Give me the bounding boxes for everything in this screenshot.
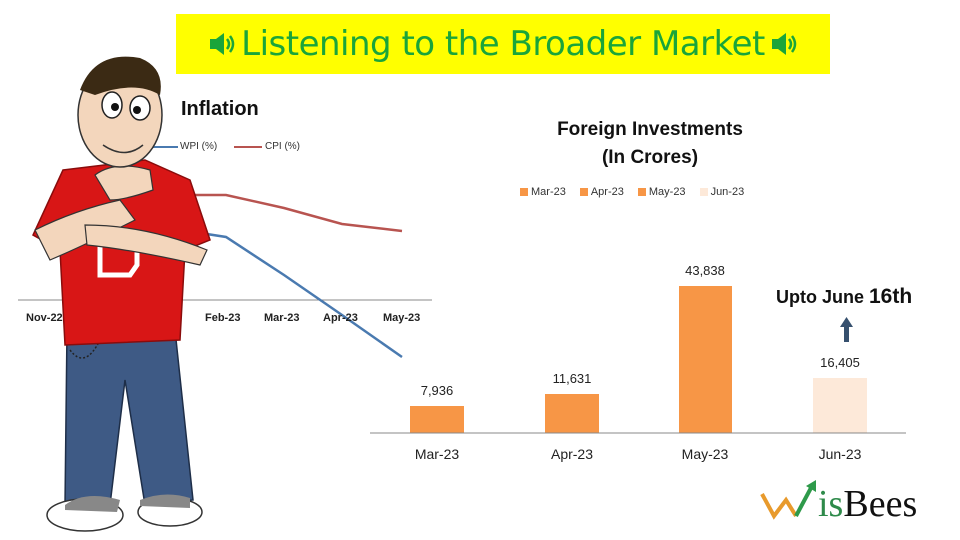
bar-may-23	[679, 286, 732, 433]
fi-chart-title: Foreign Investments (In Crores)	[520, 116, 780, 172]
category-label: Apr-23	[550, 446, 594, 462]
wisbees-logo: isBees	[760, 480, 917, 526]
fi-legend: Mar-23 Apr-23 May-23 Jun-23	[520, 186, 744, 198]
inflation-chart-title: Inflation	[181, 98, 259, 120]
category-label: Mar-23	[414, 446, 460, 462]
bar-value-label: 7,936	[420, 383, 454, 398]
fi-title-line1: Foreign Investments	[557, 119, 743, 140]
title-banner: Listening to the Broader Market	[176, 14, 830, 74]
logo-chart-arrow-icon	[760, 480, 816, 520]
legend-item: Mar-23	[520, 186, 566, 198]
category-label: Jun-23	[818, 446, 862, 462]
bar-value-label: 43,838	[685, 263, 725, 278]
annotation-upto-june: Upto June 16th	[776, 285, 913, 308]
bar-mar-23	[410, 406, 464, 433]
legend-cpi: CPI (%)	[265, 141, 300, 152]
x-label: May-23	[383, 312, 421, 324]
x-label: Mar-23	[264, 312, 300, 324]
speaker-icon	[210, 33, 235, 55]
x-label: Nov-22	[26, 312, 63, 324]
legend-item: Apr-23	[579, 186, 624, 198]
bar-value-label: 11,631	[552, 371, 592, 386]
banner-title: Listening to the Broader Market	[241, 24, 765, 64]
fi-title-line2: (In Crores)	[601, 147, 699, 168]
legend-wpi: WPI (%)	[180, 141, 218, 152]
x-label: Feb-23	[205, 312, 241, 324]
bar-value-label: 16,405	[820, 355, 860, 370]
speaker-icon	[771, 33, 797, 55]
bar-jun-23	[813, 378, 867, 433]
x-label: Apr-23	[323, 312, 358, 324]
legend-item: Jun-23	[699, 186, 744, 198]
legend-item: May-23	[637, 186, 686, 198]
cartoon-character	[32, 56, 211, 532]
category-label: May-23	[681, 446, 729, 462]
bar-apr-23	[545, 394, 599, 433]
